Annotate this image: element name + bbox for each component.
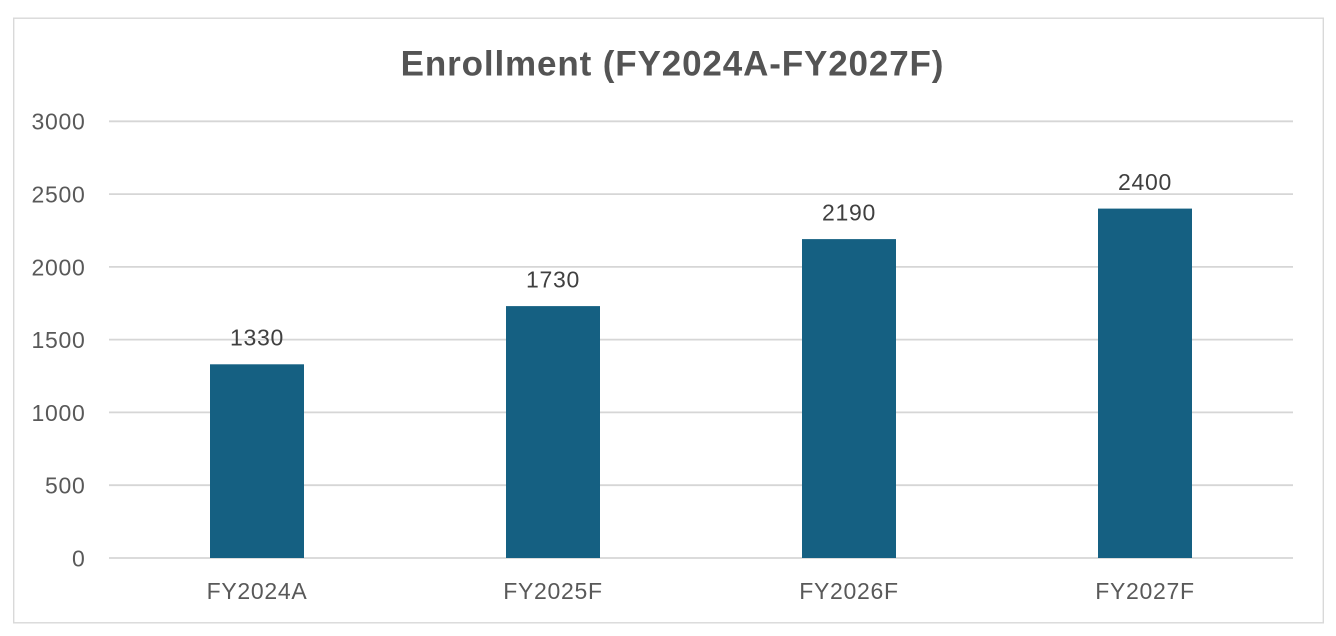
svg-text:1330: 1330 <box>230 325 284 351</box>
svg-text:2400: 2400 <box>1118 169 1172 195</box>
svg-text:FY2024A: FY2024A <box>207 578 308 604</box>
svg-text:2000: 2000 <box>32 254 86 280</box>
svg-text:2500: 2500 <box>32 182 86 208</box>
svg-text:1730: 1730 <box>526 267 580 293</box>
svg-text:3000: 3000 <box>32 109 86 135</box>
svg-text:500: 500 <box>45 473 85 499</box>
svg-text:FY2026F: FY2026F <box>799 578 899 604</box>
svg-text:1500: 1500 <box>32 327 86 353</box>
svg-text:1000: 1000 <box>32 400 86 426</box>
svg-text:2190: 2190 <box>822 200 876 226</box>
svg-text:Enrollment (FY2024A-FY2027F): Enrollment (FY2024A-FY2027F) <box>401 44 945 83</box>
svg-text:FY2027F: FY2027F <box>1095 578 1195 604</box>
svg-text:FY2025F: FY2025F <box>503 578 603 604</box>
svg-text:0: 0 <box>72 545 86 571</box>
